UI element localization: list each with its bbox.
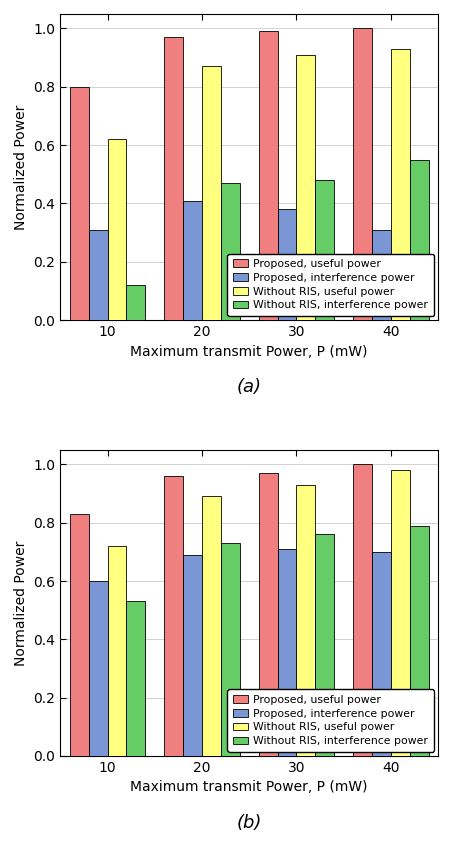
Bar [258, 31, 277, 320]
Bar [88, 581, 107, 756]
Bar [371, 230, 390, 320]
Bar [164, 476, 183, 756]
Bar [352, 464, 371, 756]
Bar [107, 546, 126, 756]
Bar [371, 552, 390, 756]
Legend: Proposed, useful power, Proposed, interference power, Without RIS, useful power,: Proposed, useful power, Proposed, interf… [227, 690, 433, 752]
Bar [409, 160, 428, 320]
Bar [390, 49, 409, 320]
Bar [88, 230, 107, 320]
Bar [202, 67, 221, 320]
Bar [409, 526, 428, 756]
Y-axis label: Normalized Power: Normalized Power [14, 540, 28, 666]
Bar [221, 543, 239, 756]
Bar [315, 180, 333, 320]
Bar [277, 549, 296, 756]
Bar [183, 201, 202, 320]
X-axis label: Maximum transmit Power, P (mW): Maximum transmit Power, P (mW) [130, 344, 367, 359]
Bar [107, 139, 126, 320]
Bar [277, 209, 296, 320]
Bar [221, 183, 239, 320]
Bar [296, 484, 315, 756]
Text: (b): (b) [236, 814, 261, 832]
Legend: Proposed, useful power, Proposed, interference power, Without RIS, useful power,: Proposed, useful power, Proposed, interf… [227, 253, 433, 316]
Bar [164, 37, 183, 320]
Bar [126, 602, 145, 756]
X-axis label: Maximum transmit Power, P (mW): Maximum transmit Power, P (mW) [130, 781, 367, 794]
Bar [69, 514, 88, 756]
Bar [352, 29, 371, 320]
Bar [126, 285, 145, 320]
Bar [183, 555, 202, 756]
Bar [315, 534, 333, 756]
Bar [258, 473, 277, 756]
Bar [69, 87, 88, 320]
Bar [390, 470, 409, 756]
Bar [296, 55, 315, 320]
Bar [202, 496, 221, 756]
Text: (a): (a) [236, 378, 261, 397]
Y-axis label: Normalized Power: Normalized Power [14, 105, 28, 230]
